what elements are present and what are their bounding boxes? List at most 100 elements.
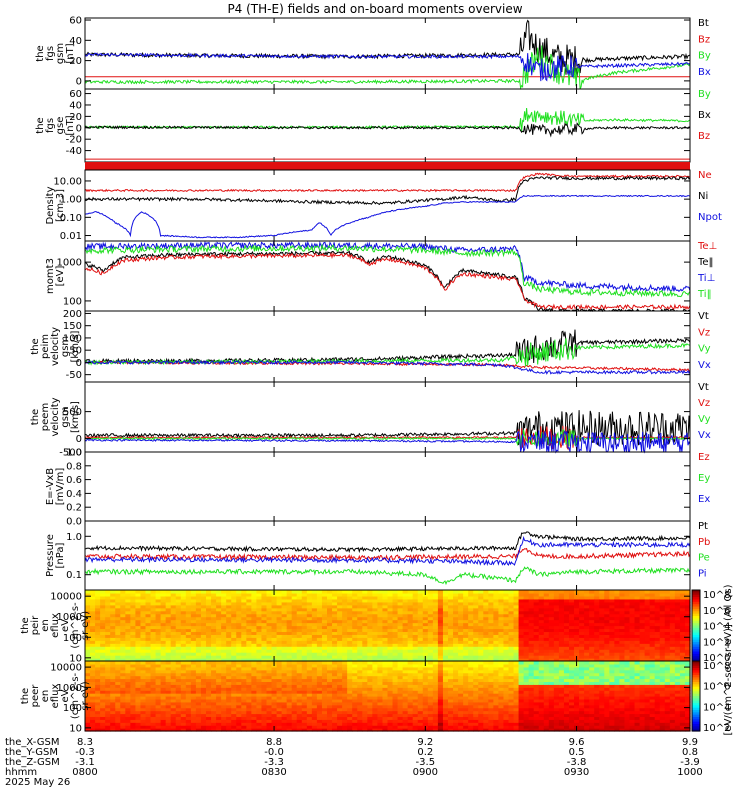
spectrogram-cell	[241, 590, 247, 594]
spectrogram-cell	[448, 728, 454, 732]
spectrogram-cell	[95, 595, 101, 600]
spectrogram-cell	[362, 604, 368, 609]
spectrogram-cell	[90, 652, 96, 656]
spectrogram-cell	[563, 590, 570, 594]
spectrogram-cell	[140, 598, 147, 603]
spectrogram-cell	[135, 646, 142, 650]
spectrogram-cell	[316, 622, 323, 627]
spectrogram-cell	[105, 634, 111, 638]
spectrogram-cell	[195, 681, 202, 685]
spectrogram-cell	[599, 598, 605, 603]
spectrogram-cell	[236, 681, 242, 685]
legend-Te⊥: Te⊥	[697, 241, 717, 252]
spectrogram-cell	[301, 722, 308, 726]
spectrogram-cell	[332, 661, 338, 665]
spectrogram-cell	[402, 619, 409, 624]
spectrogram-cell	[286, 675, 293, 680]
spectrogram-cell	[463, 655, 469, 659]
spectrogram-cell	[392, 661, 399, 665]
spectrogram-cell	[629, 625, 636, 630]
spectrogram-cell	[110, 672, 116, 677]
spectrogram-cell	[241, 637, 247, 641]
spectrogram-cell	[584, 622, 590, 627]
spectrogram-cell	[503, 613, 510, 618]
spectrogram-cell	[311, 678, 318, 683]
spectrogram-cell	[412, 722, 419, 726]
spectrogram-cell	[90, 646, 96, 650]
spectrogram-cell	[327, 590, 333, 594]
spectrogram-cell	[100, 631, 106, 635]
spectrogram-cell	[402, 646, 409, 650]
spectrogram-cell	[327, 646, 333, 650]
spectrogram-cell	[372, 607, 379, 612]
spectrogram-cell	[649, 655, 656, 659]
spectrogram-cell	[387, 719, 394, 723]
spectrogram-cell	[589, 655, 595, 659]
legend-Te‖: Te‖	[697, 257, 714, 268]
legend-Ne: Ne	[698, 170, 712, 181]
spectrogram-cell	[276, 595, 283, 600]
spectrogram-cell	[453, 652, 459, 656]
spectrogram-cell	[165, 616, 172, 621]
spectrogram-cell	[493, 598, 500, 603]
spectrogram-cell	[236, 666, 242, 671]
spectrogram-cell	[150, 649, 157, 653]
spectrogram-cell	[216, 696, 222, 700]
spectrogram-cell	[105, 625, 111, 630]
spectrogram-cell	[150, 661, 157, 665]
spectrogram-cell	[286, 643, 293, 647]
spectrogram-cell	[332, 640, 338, 644]
spectrogram-cell	[296, 663, 303, 668]
spectrogram-cell	[483, 604, 489, 609]
spectrogram-cell	[125, 613, 131, 618]
spectrogram-cell	[558, 634, 565, 638]
y-tick-label: 50	[69, 346, 82, 357]
spectrogram-cell	[453, 598, 459, 603]
spectrogram-cell	[402, 707, 409, 712]
spectrogram-cell	[281, 672, 288, 677]
spectrogram-cell	[200, 646, 207, 650]
spectrogram-cell	[261, 666, 268, 671]
spectrogram-cell	[266, 719, 273, 723]
spectrogram-cell	[362, 678, 368, 683]
spectrogram-cell	[246, 616, 252, 621]
spectrogram-cell	[206, 625, 212, 630]
spectrogram-cell	[190, 696, 197, 700]
spectrogram-cell	[256, 595, 263, 600]
spectrogram-cell	[402, 652, 409, 656]
spectrogram-cell	[674, 628, 681, 633]
spectrogram-cell	[190, 595, 197, 600]
spectrogram-cell	[397, 622, 404, 627]
spectrogram-cell	[200, 687, 207, 691]
spectrogram-cell	[422, 710, 429, 715]
spectrogram-cell	[458, 704, 464, 709]
spectrogram-cell	[261, 681, 268, 685]
spectrogram-cell	[246, 595, 252, 600]
spectrogram-cell	[352, 616, 358, 621]
spectrogram-cell	[100, 675, 106, 680]
spectrogram-cell	[190, 631, 197, 635]
spectrogram-cell	[674, 649, 681, 653]
spectrogram-cell	[246, 628, 252, 633]
spectrogram-cell	[478, 640, 484, 644]
spectrogram-cell	[140, 678, 147, 683]
spectrogram-cell	[276, 622, 283, 627]
spectrogram-cell	[110, 687, 116, 691]
spectrogram-cell	[195, 613, 202, 618]
spectrogram-cell	[422, 704, 429, 709]
spectrogram-cell	[342, 598, 348, 603]
spectrogram-cell	[266, 613, 273, 618]
spectrogram-cell	[432, 719, 439, 723]
spectrogram-cell	[488, 595, 494, 600]
spectrogram-cell	[241, 675, 247, 680]
spectrogram-cell	[407, 663, 414, 668]
spectrogram-cell	[347, 590, 353, 594]
spectrogram-cell	[165, 658, 172, 662]
spectrogram-cell	[281, 590, 288, 594]
spectrogram-cell	[357, 628, 363, 633]
spectrogram-cell	[427, 704, 434, 709]
spectrogram-cell	[337, 613, 343, 618]
spectrogram-cell	[195, 728, 202, 732]
